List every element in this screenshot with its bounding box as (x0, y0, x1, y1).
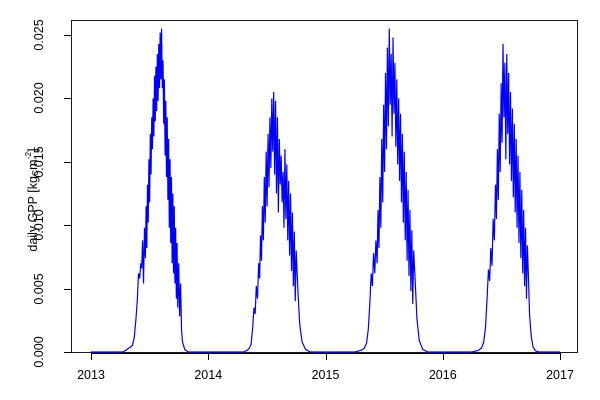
x-tick-label: 2014 (194, 368, 223, 382)
y-tick-mark (64, 225, 71, 227)
x-tick-mark (208, 353, 210, 360)
y-tick-mark (64, 98, 71, 100)
y-tick-mark (64, 161, 71, 163)
y-tick-mark (64, 352, 71, 353)
y-tick-label: 0.020 (32, 82, 46, 115)
y-tick-mark (64, 288, 71, 290)
plot-frame (71, 20, 578, 353)
y-tick-mark (64, 35, 71, 36)
x-tick-mark (560, 353, 561, 360)
x-tick-mark (442, 353, 444, 360)
y-tick-label: 0.000 (32, 336, 46, 368)
y-tick-label: 0.015 (32, 146, 46, 178)
x-tick-label: 2016 (428, 368, 457, 382)
x-tick-mark (91, 353, 92, 360)
x-tick-label: 2013 (77, 368, 105, 382)
y-tick-label: 0.025 (32, 19, 46, 51)
x-tick-mark (325, 353, 327, 360)
y-tick-label: 0.005 (32, 272, 46, 305)
y-tick-label: 0.010 (32, 209, 46, 241)
x-tick-label: 2015 (311, 368, 340, 382)
x-tick-label: 2017 (546, 368, 574, 382)
